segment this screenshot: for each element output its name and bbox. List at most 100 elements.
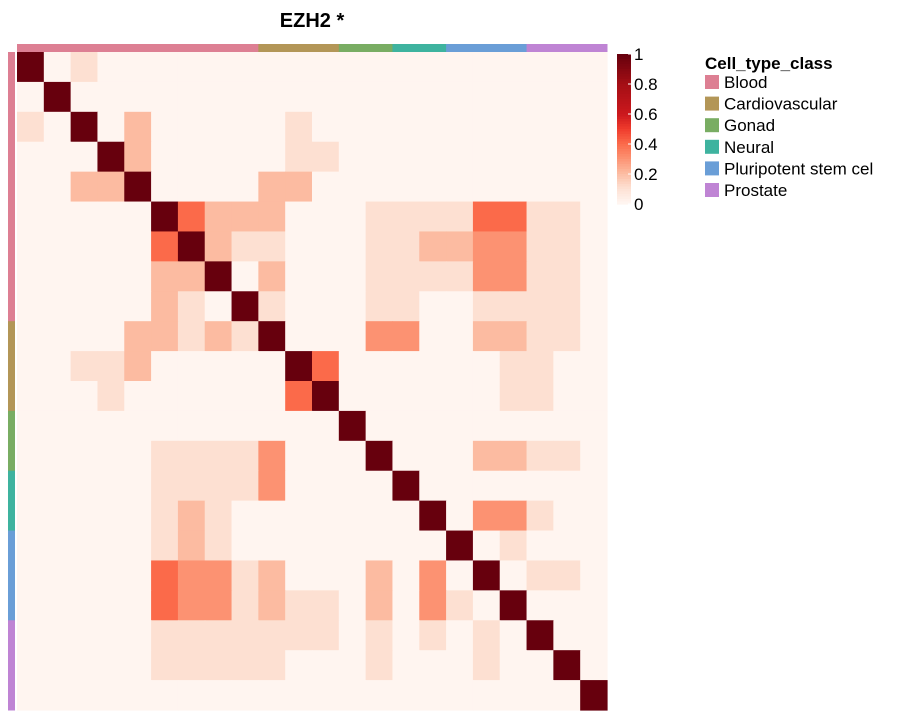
heatmap-cell (258, 81, 286, 113)
row-annotation-segment (8, 52, 15, 322)
heatmap-cell (231, 291, 259, 322)
heatmap-cell (365, 171, 394, 203)
color-scale-step (617, 186, 631, 190)
heatmap-cell (526, 560, 554, 591)
heatmap-cell (258, 381, 286, 412)
heatmap-cell (392, 231, 420, 262)
heatmap-cell (526, 381, 554, 412)
heatmap-cell (177, 261, 206, 292)
heatmap-cell (392, 680, 420, 711)
heatmap-cell (419, 530, 447, 562)
legend-swatch (705, 75, 719, 89)
heatmap-cell (43, 321, 72, 352)
heatmap-cell (97, 590, 125, 621)
heatmap-cell (526, 351, 554, 382)
heatmap-cell (204, 351, 233, 382)
heatmap-cell (285, 141, 313, 173)
heatmap-cell (365, 650, 394, 681)
heatmap-cell (580, 141, 608, 173)
heatmap-cell (446, 201, 474, 233)
heatmap-cell (17, 201, 45, 233)
heatmap-cell (472, 261, 501, 292)
heatmap-cell (580, 171, 608, 203)
heatmap-cell (580, 500, 608, 532)
heatmap-cell (204, 52, 233, 83)
color-scale-tick-label: 0.6 (634, 105, 658, 124)
heatmap-cell (365, 590, 394, 621)
color-scale-step (617, 79, 631, 83)
heatmap-cell (258, 440, 286, 472)
heatmap-cell (97, 650, 125, 681)
heatmap-cell (446, 381, 474, 412)
heatmap-cell (151, 381, 179, 412)
heatmap-cell (70, 291, 99, 322)
heatmap-cell (258, 590, 286, 621)
heatmap-cell (17, 111, 45, 143)
heatmap-cell (231, 530, 259, 562)
heatmap-cell (338, 201, 367, 233)
heatmap-cell (499, 560, 528, 591)
heatmap-cell (446, 261, 474, 292)
legend-label: Pluripotent stem cel (724, 159, 873, 178)
heatmap-cell (285, 81, 313, 113)
heatmap-cell (124, 530, 152, 562)
color-scale-step (617, 119, 631, 123)
heatmap-cell (365, 261, 394, 292)
heatmap-cell (526, 500, 554, 532)
heatmap-cell (472, 410, 501, 442)
heatmap-cell (258, 530, 286, 562)
heatmap-cell (17, 650, 45, 681)
heatmap-cell (365, 381, 394, 412)
heatmap-cell (258, 52, 286, 83)
color-scale-step (617, 156, 631, 160)
heatmap-cell (446, 470, 474, 502)
column-annotation-segment (17, 44, 259, 52)
heatmap-cell (70, 351, 99, 382)
heatmap-cell (580, 440, 608, 472)
heatmap-cell (446, 231, 474, 262)
heatmap-cell (231, 410, 259, 442)
heatmap-cell (312, 141, 340, 173)
heatmap-cell (124, 381, 152, 412)
heatmap-cell (365, 440, 394, 472)
heatmap-cell (151, 321, 179, 352)
heatmap-cell (70, 620, 99, 651)
heatmap-cell (312, 590, 340, 621)
heatmap-cell (97, 111, 125, 143)
heatmap-cell (392, 201, 420, 233)
heatmap-cell (338, 81, 367, 113)
heatmap-cell (499, 321, 528, 352)
heatmap-cell (499, 52, 528, 83)
heatmap-cell (231, 111, 259, 143)
heatmap-cell (419, 52, 447, 83)
heatmap-cell (17, 321, 45, 352)
color-scale-step (617, 139, 631, 143)
heatmap-cell (392, 111, 420, 143)
color-scale-step (617, 149, 631, 153)
heatmap-cell (499, 201, 528, 233)
heatmap-cell (177, 141, 206, 173)
heatmap-cell (553, 351, 581, 382)
heatmap-cell (231, 560, 259, 591)
heatmap-cell (553, 650, 581, 681)
color-scale-step (617, 184, 631, 188)
heatmap-cell (446, 590, 474, 621)
color-scale: 1 0.8 0.6 0.4 0.2 0 (617, 45, 658, 214)
heatmap-cell (338, 680, 367, 711)
color-scale-step (617, 154, 631, 158)
heatmap-cell (177, 680, 206, 711)
heatmap-cell (177, 590, 206, 621)
heatmap-cell (151, 590, 179, 621)
heatmap-cell (526, 171, 554, 203)
heatmap-cell (419, 381, 447, 412)
heatmap-cell (285, 500, 313, 532)
heatmap-cell (472, 141, 501, 173)
heatmap-cell (177, 321, 206, 352)
heatmap-cell (526, 52, 554, 83)
heatmap-cell (258, 321, 286, 352)
heatmap-cell (446, 650, 474, 681)
color-scale-step (617, 126, 631, 130)
heatmap-cell (472, 440, 501, 472)
heatmap-cell (204, 261, 233, 292)
heatmap-cell (231, 500, 259, 532)
